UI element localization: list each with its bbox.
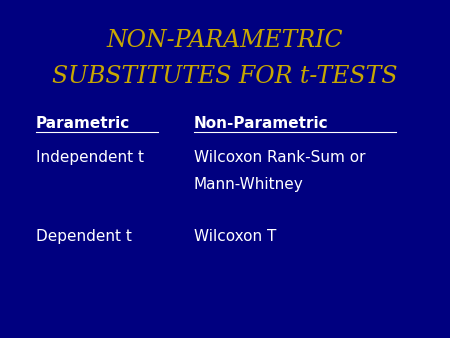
Text: Wilcoxon Rank-Sum or: Wilcoxon Rank-Sum or [194,150,365,165]
Text: Dependent t: Dependent t [36,229,132,244]
Text: Wilcoxon T: Wilcoxon T [194,229,276,244]
Text: Non-Parametric: Non-Parametric [194,116,328,131]
Text: Parametric: Parametric [36,116,130,131]
Text: Independent t: Independent t [36,150,144,165]
Text: NON-PARAMETRIC: NON-PARAMETRIC [107,29,343,52]
Text: Mann-Whitney: Mann-Whitney [194,177,303,192]
Text: SUBSTITUTES FOR t-TESTS: SUBSTITUTES FOR t-TESTS [52,65,398,88]
